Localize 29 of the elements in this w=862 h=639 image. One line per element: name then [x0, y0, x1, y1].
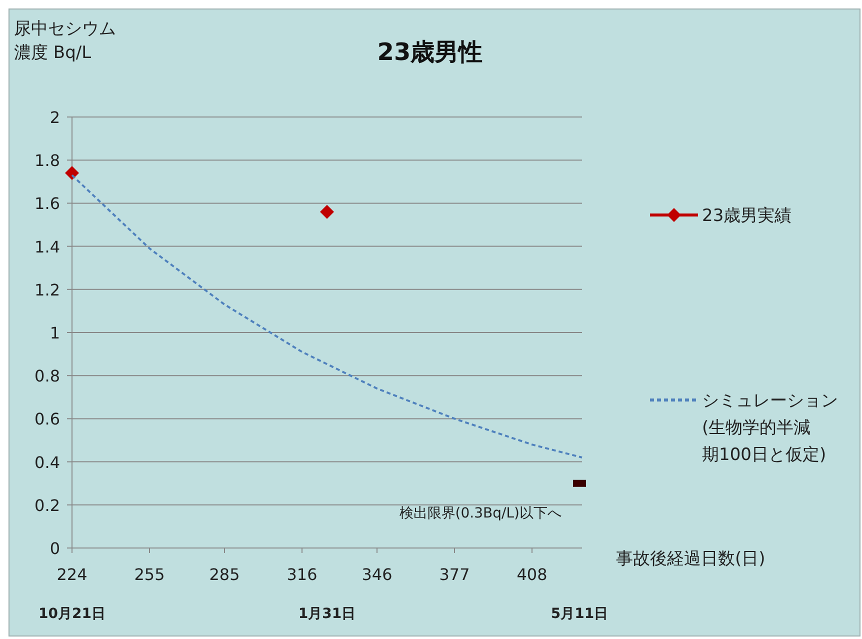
- y-tick-label: 0.4: [34, 452, 60, 472]
- y-tick-label: 1.6: [34, 194, 60, 214]
- x-tick-label: 316: [286, 565, 318, 584]
- y-tick-label: 0: [50, 539, 60, 558]
- legend-label: シミュレーション(生物学的半減期100日と仮定): [702, 391, 838, 465]
- x-tick-label: 224: [56, 565, 88, 584]
- y-tick-label: 0.6: [34, 410, 60, 429]
- x-tick-label: 285: [209, 565, 240, 584]
- point: [320, 204, 334, 219]
- x-axis-title: 事故後経過日数(日): [616, 549, 766, 569]
- y-axis-title: 尿中セシウム濃度 Bq/L: [14, 19, 116, 63]
- text: 5月11日: [550, 606, 608, 622]
- legend-label: 23歳男実績: [702, 206, 792, 226]
- x-tick-label: 408: [516, 565, 548, 584]
- y-tick-label: 2: [50, 108, 60, 127]
- x-tick-label: 346: [362, 565, 392, 584]
- annotation: 検出限界(0.3Bq/L)以下へ: [399, 505, 562, 522]
- x-tick-label: 377: [439, 565, 470, 584]
- y-tick-label: 0.8: [34, 366, 60, 386]
- x-tick-label: 255: [134, 565, 165, 584]
- y-tick-label: 1.8: [34, 151, 60, 170]
- chart-title: 23歳男性: [377, 38, 483, 66]
- y-tick-label: 1: [50, 324, 60, 342]
- y-tick-label: 0.2: [34, 496, 60, 515]
- text: 1月31日: [298, 606, 356, 622]
- point: [65, 166, 79, 180]
- text: 10月21日: [38, 606, 106, 622]
- y-tick-label: 1.2: [34, 280, 60, 300]
- y-tick-label: 1.4: [34, 237, 60, 256]
